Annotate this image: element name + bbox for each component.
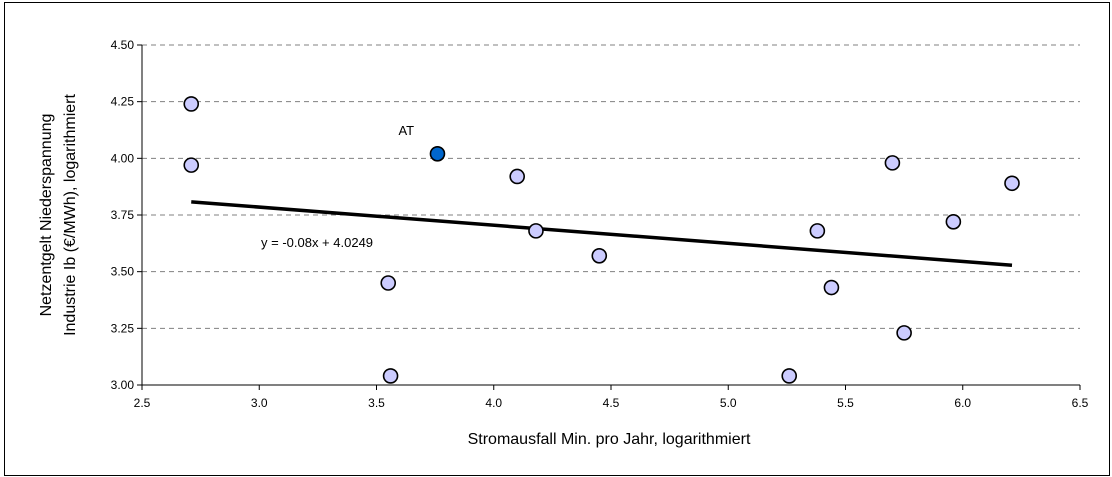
y-tick-label: 4.00 [111, 151, 135, 165]
y-axis-title-line-2: Industrie Ib (€/MWh), logarithmiert [62, 94, 79, 336]
axes [137, 44, 1081, 390]
annotations: y = -0.08x + 4.0249 AT [261, 123, 414, 250]
x-tick-label: 3.0 [251, 396, 268, 410]
y-tick-label: 3.50 [111, 265, 135, 279]
data-point [183, 96, 200, 112]
y-tick-label: 3.25 [111, 321, 135, 335]
x-tick-label: 4.0 [485, 396, 502, 410]
y-tick-label: 4.25 [111, 95, 135, 109]
data-point [781, 368, 798, 384]
data-point [896, 325, 912, 341]
data-point [1004, 175, 1020, 192]
data-point [528, 223, 544, 239]
x-tick-label: 6.5 [1072, 396, 1089, 410]
x-tick-label: 5.5 [837, 396, 854, 410]
data-point [183, 157, 200, 173]
data-point-highlight [429, 146, 446, 162]
data-points [183, 96, 1020, 384]
chart-frame [4, 2, 1110, 476]
data-point [809, 223, 826, 239]
trendline [191, 200, 1013, 268]
x-axis-title: Stromausfall Min. pro Jahr, logarithmier… [468, 431, 751, 448]
x-tick-label: 6.0 [954, 396, 971, 410]
data-point [884, 155, 901, 171]
data-point [823, 279, 840, 296]
data-point [591, 248, 608, 264]
x-tick-label: 3.5 [368, 396, 385, 410]
y-tick-label: 4.50 [111, 38, 135, 52]
data-point [380, 275, 397, 291]
y-tick-labels: 3.00 3.25 3.50 3.75 4.00 4.25 4.50 [111, 38, 135, 392]
data-point [382, 368, 399, 384]
y-axis-title-line-1: Netzentgelt Niederspannung [38, 114, 55, 317]
y-tick-label: 3.75 [111, 208, 135, 222]
data-point [945, 214, 962, 230]
x-tick-label: 5.0 [720, 396, 737, 410]
grid-lines [142, 44, 1080, 329]
x-tick-labels: 2.5 3.0 3.5 4.0 4.5 5.0 5.5 6.0 6.5 [134, 396, 1089, 410]
trendline-equation: y = -0.08x + 4.0249 [261, 235, 373, 250]
data-point [509, 168, 526, 185]
trendline-group [191, 200, 1013, 268]
x-tick-label: 4.5 [603, 396, 620, 410]
y-tick-label: 3.00 [111, 378, 135, 392]
x-tick-label: 2.5 [134, 396, 151, 410]
point-label: AT [398, 123, 414, 138]
